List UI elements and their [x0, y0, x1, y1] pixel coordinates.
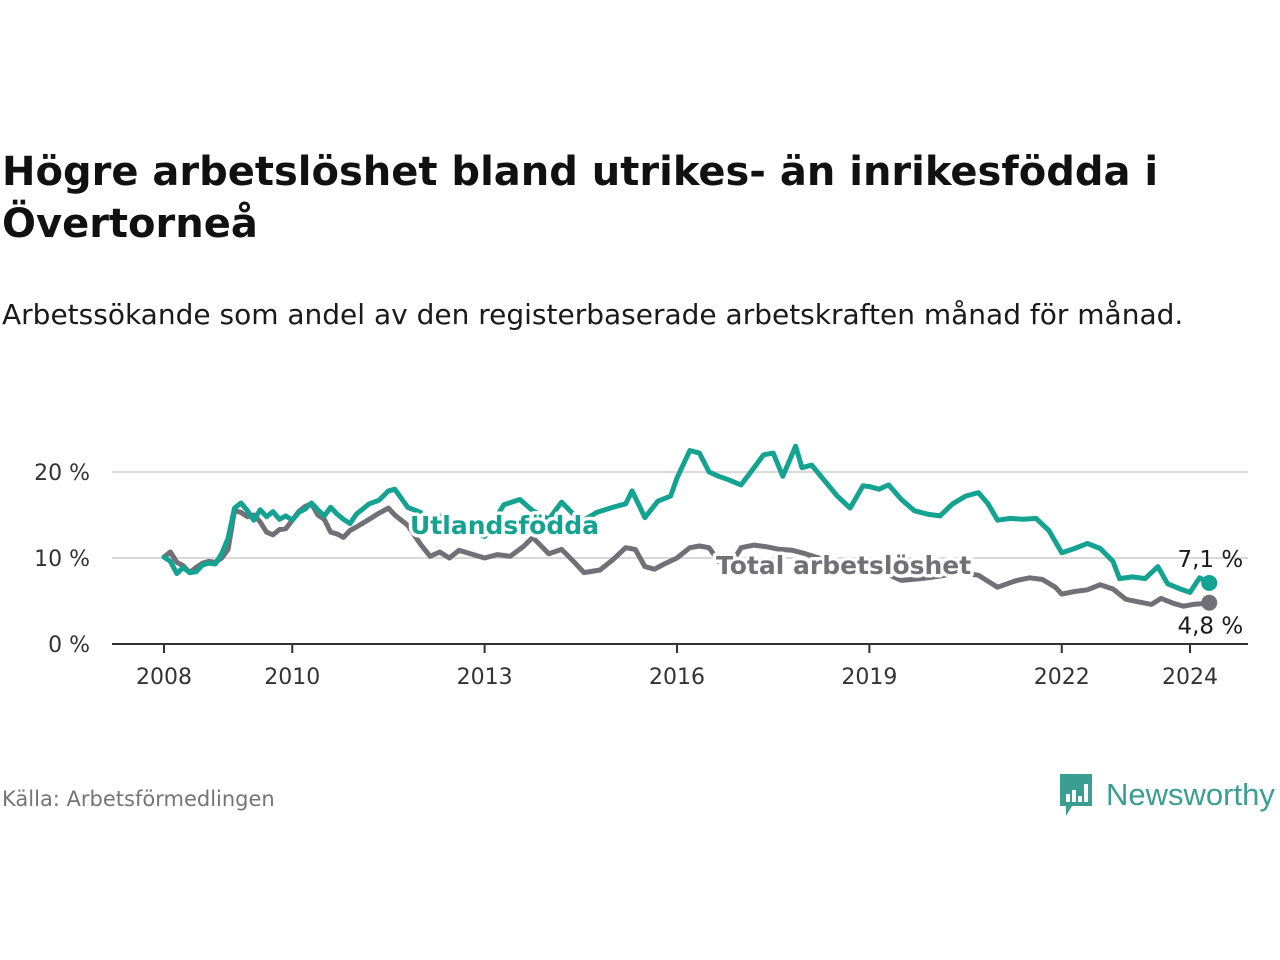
x-tick-label: 2022 — [1034, 665, 1090, 690]
y-tick-label: 20 % — [34, 461, 90, 486]
series-line-total — [161, 501, 1212, 609]
series-label: Total arbetslöshet — [716, 551, 971, 580]
y-tick-label: 10 % — [34, 547, 90, 572]
x-tick-label: 2008 — [136, 665, 192, 690]
y-axis-ticks: 0 % 10 % 20 % — [34, 461, 90, 658]
series-label-halo: Total arbetslöshet — [716, 551, 971, 580]
y-tick-label: 0 % — [48, 633, 90, 658]
x-tick-label: 2024 — [1162, 665, 1218, 690]
series-lines — [161, 443, 1218, 611]
x-tick-label: 2010 — [264, 665, 320, 690]
series-end-point — [1201, 574, 1218, 591]
x-tick-label: 2016 — [649, 665, 705, 690]
series-label: Utlandsfödda — [410, 511, 599, 540]
end-value-label: 4,8 % — [1177, 614, 1243, 640]
series-label-halo: Utlandsfödda — [410, 511, 599, 540]
x-tick-label: 2019 — [841, 665, 897, 690]
series-line-utlandsfodda — [161, 443, 1212, 595]
x-axis-ticks: 2008 2010 2013 2016 2019 2022 2024 — [136, 644, 1218, 690]
source-note: Källa: Arbetsförmedlingen — [2, 787, 275, 811]
chart-subtitle: Arbetssökande som andel av den registerb… — [2, 298, 1184, 331]
end-value-label: 7,1 % — [1177, 547, 1243, 573]
brand-name: Newsworthy — [1106, 777, 1275, 812]
x-tick-label: 2013 — [457, 665, 513, 690]
series-end-point — [1201, 594, 1218, 611]
chart-title: Högre arbetslöshet bland utrikes- än inr… — [2, 149, 1159, 247]
series-labels: 7,1 %4,8 %UtlandsföddaUtlandsföddaTotal … — [407, 508, 1244, 640]
bar-chart-speech-bubble-icon — [1060, 774, 1092, 816]
brand-logo: Newsworthy — [1058, 772, 1275, 818]
line-chart: 0 % 10 % 20 % 2008 2010 2013 2016 2019 2022 2024… — [34, 443, 1248, 690]
